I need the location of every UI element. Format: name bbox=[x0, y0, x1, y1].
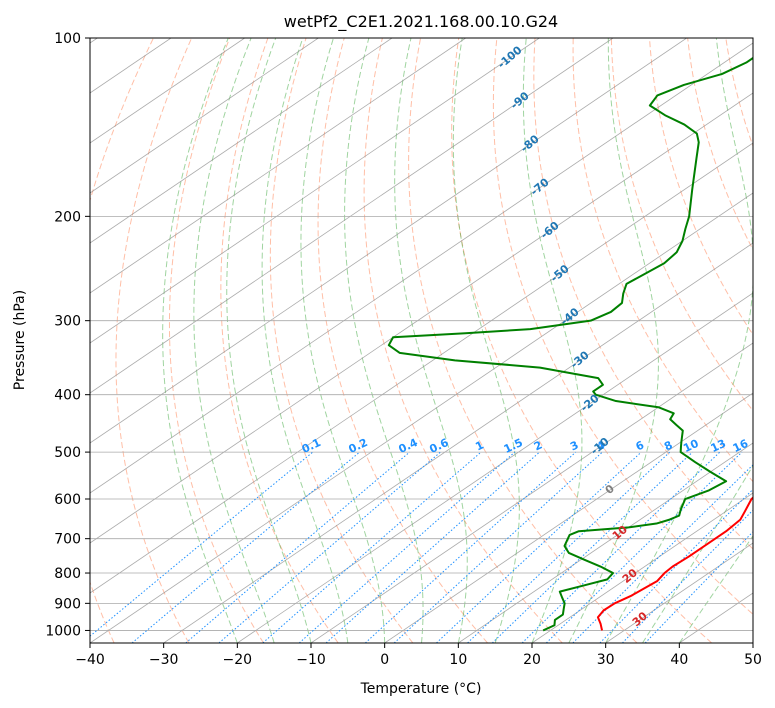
dry-adiabat-line bbox=[492, 38, 753, 615]
y-tick-label: 700 bbox=[54, 532, 81, 548]
mixing-ratio-line bbox=[364, 451, 577, 643]
dry-adiabat-line bbox=[363, 38, 563, 643]
dry-adiabat-line bbox=[408, 38, 638, 643]
isotherm-line bbox=[90, 38, 540, 344]
moist-adiabat-line bbox=[642, 464, 753, 643]
y-tick-label: 400 bbox=[54, 388, 81, 404]
temperature-profile-line bbox=[596, 496, 753, 631]
isotherm-line bbox=[90, 38, 614, 394]
isotherm-line bbox=[531, 492, 753, 643]
mixing-ratio-line bbox=[298, 451, 516, 643]
dry-adiabat-line bbox=[610, 38, 753, 412]
x-axis-title: Temperature (°C) bbox=[360, 681, 482, 697]
x-tick-label: 20 bbox=[523, 652, 541, 668]
moist-adiabat-line bbox=[162, 38, 238, 643]
y-axis-title: Pressure (hPa) bbox=[12, 290, 28, 390]
moist-adiabat-line bbox=[452, 38, 520, 643]
moist-adiabat-line bbox=[193, 38, 275, 643]
dewpoint-profile-line bbox=[387, 56, 753, 632]
mixing-ratio-label: 16 bbox=[731, 437, 751, 455]
moist-adiabat-line bbox=[522, 38, 583, 643]
isotherm-line bbox=[237, 292, 753, 643]
y-tick-label: 200 bbox=[54, 209, 81, 225]
moist-adiabat-line bbox=[568, 38, 659, 643]
plot-area bbox=[90, 38, 753, 643]
mixing-ratio-label: 10 bbox=[681, 437, 701, 455]
isotherm-line bbox=[384, 392, 753, 643]
x-tick-label: 40 bbox=[670, 652, 688, 668]
moist-adiabat-line bbox=[226, 38, 312, 643]
y-tick-label: 300 bbox=[54, 314, 81, 330]
y-tick-label: 1000 bbox=[45, 623, 81, 639]
isotherm-line bbox=[90, 38, 466, 294]
dry-adiabat-line bbox=[533, 38, 753, 550]
chart-title: wetPf2_C2E1.2021.168.00.10.G24 bbox=[284, 12, 558, 32]
moist-adiabat-line bbox=[394, 38, 468, 643]
x-tick-label: 50 bbox=[744, 652, 762, 668]
y-tick-label: 900 bbox=[54, 596, 81, 612]
isotherm-line bbox=[163, 242, 753, 643]
y-tick-label: 500 bbox=[54, 445, 81, 461]
plot-frame bbox=[89, 37, 754, 644]
isotherm-line bbox=[458, 442, 753, 643]
mixing-ratio-line bbox=[644, 531, 753, 643]
x-tick-label: −20 bbox=[223, 652, 253, 668]
moist-adiabat-line bbox=[261, 38, 349, 643]
x-tick-label: −30 bbox=[149, 652, 179, 668]
isotherm-line bbox=[90, 38, 319, 194]
isotherm-line bbox=[90, 38, 245, 144]
moist-adiabat-line bbox=[605, 38, 753, 643]
mixing-ratio-line bbox=[325, 451, 540, 643]
y-tick-label: 800 bbox=[54, 566, 81, 582]
y-tick-label: 100 bbox=[54, 31, 81, 47]
isotherm-line bbox=[90, 38, 393, 244]
mixing-ratio-line bbox=[393, 451, 603, 643]
mixing-ratio-line bbox=[218, 451, 441, 643]
y-tick-label: 600 bbox=[54, 492, 81, 508]
x-tick-label: −40 bbox=[75, 652, 105, 668]
mixing-ratio-label: 13 bbox=[709, 437, 728, 455]
x-tick-label: −10 bbox=[296, 652, 326, 668]
isotherm-line bbox=[310, 342, 753, 643]
isotherm-line bbox=[90, 192, 753, 643]
mixing-ratio-line bbox=[131, 451, 360, 643]
x-tick-label: 10 bbox=[449, 652, 467, 668]
isotherm-line bbox=[90, 38, 687, 444]
mixing-ratio-line bbox=[90, 451, 314, 637]
x-tick-label: 0 bbox=[380, 652, 389, 668]
mixing-ratio-line bbox=[622, 509, 753, 643]
isotherm-line bbox=[90, 92, 753, 544]
mixing-ratio-line bbox=[491, 451, 693, 643]
moist-adiabat-line bbox=[300, 38, 386, 643]
dry-adiabat-line bbox=[90, 38, 154, 643]
axes: −40 −30 −20 −10 0 10 20 30 40 50 100 200 300 400 500 60… bbox=[45, 31, 762, 668]
x-tick-label: 30 bbox=[597, 652, 615, 668]
mixing-ratio-line bbox=[262, 451, 482, 643]
dry-adiabat-line bbox=[317, 38, 488, 643]
moist-adiabat-line bbox=[344, 38, 424, 643]
dry-adiabat-line bbox=[115, 38, 193, 643]
isotherm-line bbox=[90, 42, 753, 494]
dry-adiabat-line bbox=[168, 38, 264, 643]
mixing-ratio-line bbox=[185, 451, 410, 643]
dry-adiabat-line bbox=[451, 38, 713, 643]
dry-adiabat-line bbox=[648, 38, 753, 336]
mixing-ratio-line bbox=[467, 451, 671, 643]
isotherm-line bbox=[90, 142, 753, 594]
